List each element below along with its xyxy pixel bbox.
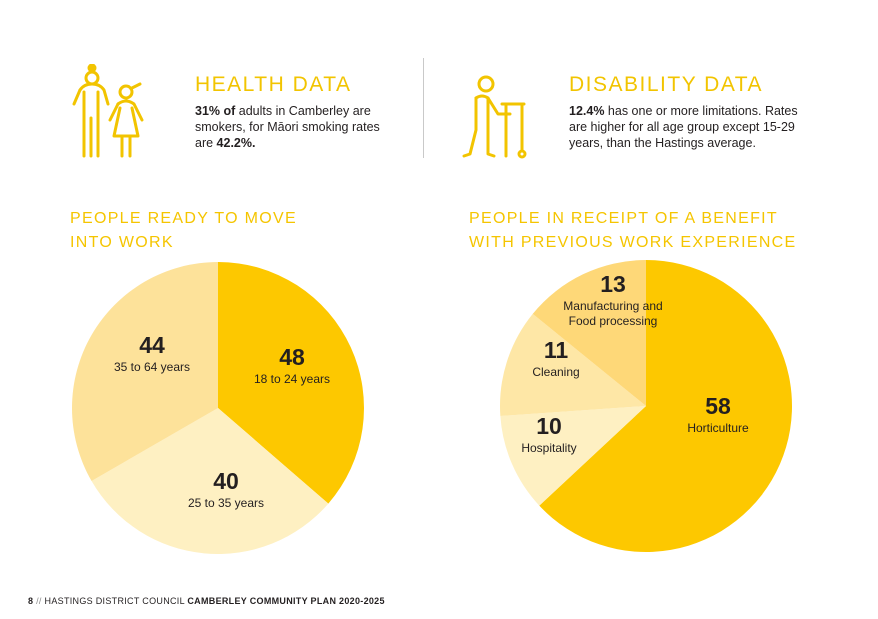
health-text-body: adults in Camberley are smokers, for Māo… — [195, 104, 380, 150]
slice-category-label: 18 to 24 years — [254, 372, 330, 386]
pie-slice — [218, 262, 365, 504]
footer-separator: // — [36, 596, 42, 606]
disability-title: DISABILITY DATA — [569, 73, 764, 96]
footer-page-number: 8 — [28, 596, 34, 606]
slice-category-label: 35 to 64 years — [114, 360, 190, 374]
slice-category-label: Manufacturing and — [563, 299, 662, 313]
footer-plan-title: CAMBERLEY COMMUNITY PLAN 2020-2025 — [187, 596, 385, 606]
slice-category-label: Cleaning — [532, 365, 579, 379]
slice-value-label: 13 — [600, 271, 626, 297]
pie-slice — [500, 406, 646, 506]
chart1-title-line2: INTO WORK — [70, 234, 174, 251]
footer-org: HASTINGS DISTRICT COUNCIL — [44, 596, 185, 606]
pie-slice — [532, 260, 646, 406]
pie-slice — [500, 313, 646, 416]
slice-value-label: 48 — [279, 344, 305, 370]
health-stat-smokers: 31% of — [195, 104, 236, 118]
health-text: 31% of adults in Camberley are smokers, … — [195, 103, 385, 151]
disability-stat: 12.4% — [569, 104, 605, 118]
chart2-title: PEOPLE IN RECEIPT OF A BENEFIT WITH PREV… — [469, 207, 797, 255]
pie-slice — [539, 260, 792, 552]
family-icon — [72, 64, 144, 158]
slice-category-label: Horticulture — [687, 421, 749, 435]
walker-icon — [462, 75, 527, 159]
slice-value-label: 40 — [213, 468, 239, 494]
pie-slice — [72, 262, 218, 481]
pie-chart-work-ready: 48 18 to 24 years 40 25 to 35 years 44 35 to … — [72, 262, 365, 554]
slice-value-label: 11 — [544, 337, 569, 363]
slice-value-label: 58 — [705, 393, 731, 419]
chart1-title: PEOPLE READY TO MOVE INTO WORK — [70, 207, 297, 255]
disability-text-body: has one or more limitations. Rates are h… — [569, 104, 798, 150]
chart2-title-line1: PEOPLE IN RECEIPT OF A BENEFIT — [469, 210, 778, 227]
health-title: HEALTH DATA — [195, 73, 352, 96]
chart1-title-line1: PEOPLE READY TO MOVE — [70, 210, 297, 227]
section-divider — [423, 58, 424, 158]
health-stat-maori: 42.2%. — [216, 136, 256, 150]
disability-text: 12.4% has one or more limitations. Rates… — [569, 103, 799, 151]
chart2-title-line2: WITH PREVIOUS WORK EXPERIENCE — [469, 234, 797, 251]
slice-value-label: 10 — [536, 413, 562, 439]
pie-chart-benefit: 58 Horticulture 10 Hospitality 11 Cleaning 13 M… — [500, 260, 792, 552]
pie-slice — [91, 408, 329, 554]
slice-value-label: 44 — [139, 332, 165, 358]
slice-category-label: Hospitality — [521, 441, 576, 455]
footer: 8 // HASTINGS DISTRICT COUNCIL CAMBERLEY… — [28, 596, 385, 606]
slice-category-label: 25 to 35 years — [188, 496, 264, 510]
slice-category-label: Food processing — [569, 314, 658, 328]
